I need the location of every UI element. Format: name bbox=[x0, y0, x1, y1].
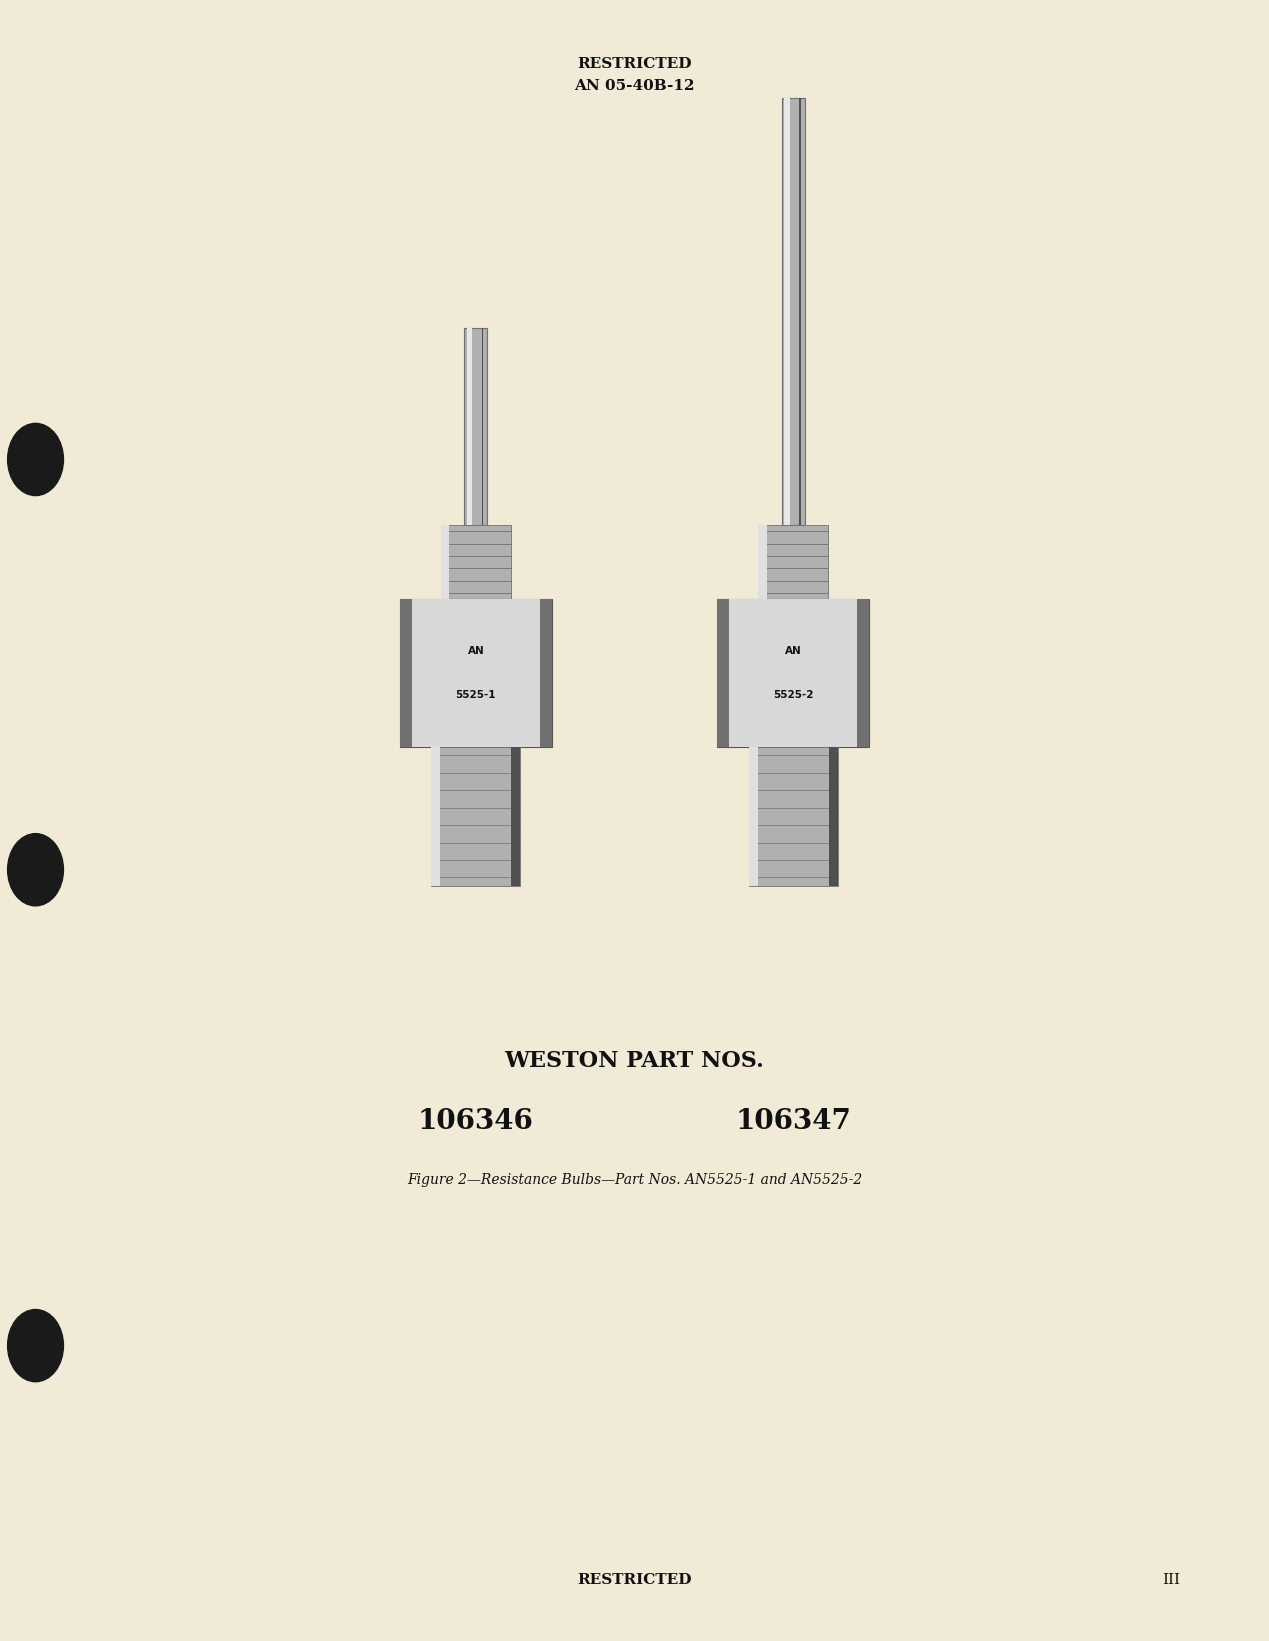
Text: RESTRICTED: RESTRICTED bbox=[577, 1572, 692, 1587]
Bar bbox=[467, 328, 472, 525]
Bar bbox=[749, 747, 758, 886]
Bar bbox=[749, 747, 838, 886]
Text: 5525-2: 5525-2 bbox=[773, 689, 813, 701]
Text: WESTON PART NOS.: WESTON PART NOS. bbox=[505, 1050, 764, 1072]
Bar bbox=[464, 328, 487, 525]
Bar bbox=[400, 599, 412, 747]
Bar bbox=[442, 525, 449, 599]
Bar bbox=[857, 599, 869, 747]
Text: RESTRICTED: RESTRICTED bbox=[577, 57, 692, 72]
Circle shape bbox=[8, 1310, 63, 1382]
Text: 106346: 106346 bbox=[418, 1108, 534, 1134]
Text: 106347: 106347 bbox=[735, 1108, 851, 1134]
Bar bbox=[784, 98, 789, 525]
Text: III: III bbox=[1162, 1572, 1180, 1587]
Bar bbox=[798, 98, 801, 525]
Bar bbox=[782, 98, 805, 525]
Bar bbox=[511, 747, 520, 886]
Text: Figure 2—Resistance Bulbs—Part Nos. AN5525-1 and AN5525-2: Figure 2—Resistance Bulbs—Part Nos. AN55… bbox=[407, 1173, 862, 1188]
Text: AN: AN bbox=[784, 645, 802, 656]
Bar bbox=[758, 525, 766, 599]
Bar bbox=[431, 747, 440, 886]
Text: 5525-1: 5525-1 bbox=[456, 689, 496, 701]
Bar bbox=[412, 599, 539, 747]
Bar bbox=[442, 525, 510, 599]
Circle shape bbox=[8, 834, 63, 906]
Circle shape bbox=[8, 423, 63, 496]
Bar bbox=[539, 599, 552, 747]
Bar bbox=[717, 599, 730, 747]
Text: AN: AN bbox=[467, 645, 485, 656]
Bar bbox=[730, 599, 857, 747]
Bar bbox=[829, 747, 838, 886]
Bar bbox=[758, 525, 827, 599]
Text: AN 05-40B-12: AN 05-40B-12 bbox=[575, 79, 694, 94]
FancyBboxPatch shape bbox=[400, 599, 552, 747]
Bar bbox=[431, 747, 520, 886]
Bar bbox=[481, 328, 483, 525]
FancyBboxPatch shape bbox=[717, 599, 869, 747]
